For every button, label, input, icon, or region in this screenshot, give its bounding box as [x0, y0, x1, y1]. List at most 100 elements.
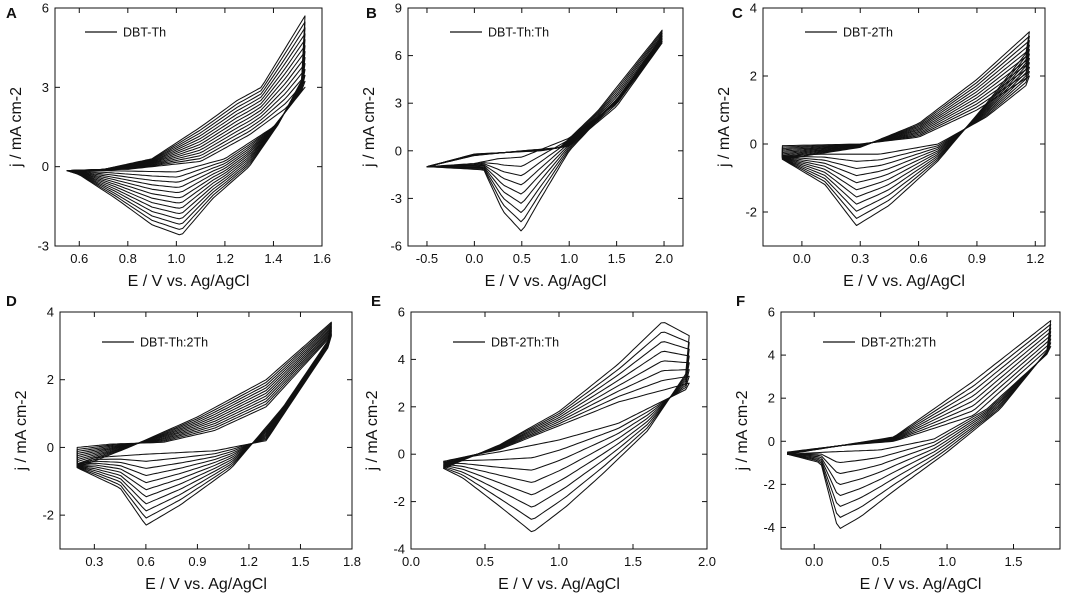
legend-label: DBT-Th — [123, 26, 166, 40]
y-tick-label: 4 — [750, 1, 757, 16]
cv-cycle-6 — [781, 53, 1030, 191]
panel-a: A 0.6 0.8 1.0 1.2 1.4 1.6 -3 0 3 6 E / V vs. Ag/AgC… — [6, 1, 331, 291]
cv-cycle-5 — [426, 36, 663, 195]
x-axis-label: E / V vs. Ag/AgCl — [145, 576, 267, 593]
x-tick-label: 1.0 — [560, 251, 578, 266]
cv-cycle-5 — [76, 329, 332, 484]
cv-cycle-1 — [787, 345, 1052, 455]
cv-cycle-3 — [66, 74, 306, 183]
x-tick-label: 0.6 — [137, 554, 155, 569]
legend-label: DBT-2Th:Th — [491, 336, 559, 350]
cv-cycle-4 — [76, 331, 332, 477]
y-tick-label: 0 — [47, 440, 54, 455]
y-tick-label: 6 — [42, 1, 49, 16]
x-tick-label: 0.6 — [70, 251, 88, 266]
cv-cycle-6 — [443, 341, 690, 508]
y-tick-label: 0 — [768, 434, 775, 449]
y-tick-label: -2 — [42, 508, 54, 523]
cv-cycle-3 — [443, 369, 690, 471]
y-tick-label: 0 — [398, 447, 405, 462]
x-tick-label: 2.0 — [698, 554, 716, 569]
x-tick-label: 1.8 — [343, 554, 361, 569]
y-axis-label: j / mA cm-2 — [716, 87, 733, 168]
x-tick-label: 1.4 — [264, 251, 282, 266]
x-axis-label: E / V vs. Ag/AgCl — [860, 576, 982, 593]
cv-cycle-5 — [443, 350, 690, 496]
cv-cycle-6 — [787, 327, 1052, 507]
y-tick-label: 2 — [768, 391, 775, 406]
y-tick-label: -2 — [763, 477, 775, 492]
cv-cycle-4 — [426, 37, 663, 186]
x-tick-label: 1.0 — [167, 251, 185, 266]
x-tick-label: 0.3 — [85, 554, 103, 569]
y-tick-label: 0 — [750, 137, 757, 152]
cv-cycle-7 — [781, 48, 1030, 198]
cv-cycle-5 — [66, 62, 306, 194]
panel-letter-f: F — [736, 293, 745, 310]
cv-cycle-2 — [66, 80, 306, 178]
x-axis-label: E / V vs. Ag/AgCl — [843, 273, 965, 290]
panel-e: E 0.0 0.5 1.0 1.5 2.0 -4 -2 0 2 4 6 E / V vs. Ag/AgC… — [364, 293, 716, 593]
legend-label: DBT-2Th:2Th — [861, 336, 936, 350]
cv-cycle-6 — [426, 34, 663, 204]
y-tick-label: 4 — [398, 352, 405, 367]
cv-cycle-9 — [66, 39, 306, 215]
cv-cycle-8 — [443, 322, 690, 533]
x-tick-label: 1.5 — [1004, 554, 1022, 569]
y-tick-label: 6 — [768, 305, 775, 320]
x-tick-label: 0.8 — [119, 251, 137, 266]
plot-frame — [780, 311, 1061, 550]
y-tick-label: 2 — [47, 372, 54, 387]
panel-d: D 0.3 0.6 0.9 1.2 1.5 1.8 -2 0 2 4 E / V vs. Ag/AgC… — [6, 293, 361, 593]
panel-letter-d: D — [6, 293, 17, 310]
panel-letter-e: E — [371, 293, 381, 310]
cv-cycle-1 — [66, 86, 306, 173]
x-tick-label: 1.6 — [313, 251, 331, 266]
x-tick-label: 0.0 — [805, 554, 823, 569]
legend-label: DBT-Th:Th — [488, 26, 549, 40]
y-tick-label: 0 — [42, 159, 49, 174]
y-tick-label: 9 — [395, 1, 402, 16]
y-axis-label: j / mA cm-2 — [361, 87, 378, 168]
cv-cycle-1 — [781, 75, 1030, 157]
x-tick-label: 1.0 — [550, 554, 568, 569]
y-tick-label: 6 — [398, 305, 405, 320]
x-tick-label: 0.9 — [968, 251, 986, 266]
cv-cycle-6 — [66, 57, 306, 199]
y-tick-label: -4 — [763, 520, 775, 535]
x-tick-label: 0.3 — [851, 251, 869, 266]
panel-letter-b: B — [366, 5, 377, 22]
cv-cycle-2 — [76, 333, 332, 466]
cv-cycle-10 — [66, 33, 306, 220]
y-tick-label: 6 — [395, 48, 402, 63]
x-tick-label: 1.5 — [608, 251, 626, 266]
cv-cycle-9 — [426, 29, 663, 232]
legend-label: DBT-Th:2Th — [140, 336, 208, 350]
y-tick-label: -2 — [745, 205, 757, 220]
cv-cycle-12 — [66, 21, 306, 230]
y-tick-label: 3 — [395, 96, 402, 111]
cv-cycle-8 — [787, 320, 1052, 529]
x-tick-label: -0.5 — [416, 251, 438, 266]
y-tick-label: 4 — [768, 348, 775, 363]
plot-frame — [54, 7, 323, 247]
plot-frame — [762, 7, 1046, 247]
panel-b: B -0.5 0.0 0.5 1.0 1.5 2.0 -6 -3 0 3 6 9 E / V vs. Ag… — [361, 1, 684, 290]
x-tick-label: 0.0 — [465, 251, 483, 266]
x-tick-label: 1.2 — [216, 251, 234, 266]
cv-cycle-3 — [426, 39, 663, 177]
cv-cycle-3 — [787, 338, 1052, 475]
y-tick-label: -4 — [393, 542, 405, 557]
y-tick-label: 2 — [398, 399, 405, 414]
cv-cycle-1 — [443, 382, 690, 462]
cv-cycle-10 — [781, 35, 1030, 219]
cv-cycle-8 — [426, 31, 663, 223]
x-axis-label: E / V vs. Ag/AgCl — [498, 576, 620, 593]
y-tick-label: -3 — [37, 239, 49, 254]
panel-c: C 0.0 0.3 0.6 0.9 1.2 -2 0 2 4 E / V vs. Ag/AgCl j … — [716, 1, 1046, 290]
cv-cycle-11 — [76, 321, 332, 526]
x-axis-label: E / V vs. Ag/AgCl — [128, 273, 250, 290]
y-tick-label: -3 — [390, 191, 402, 206]
cv-cycle-11 — [781, 31, 1030, 227]
